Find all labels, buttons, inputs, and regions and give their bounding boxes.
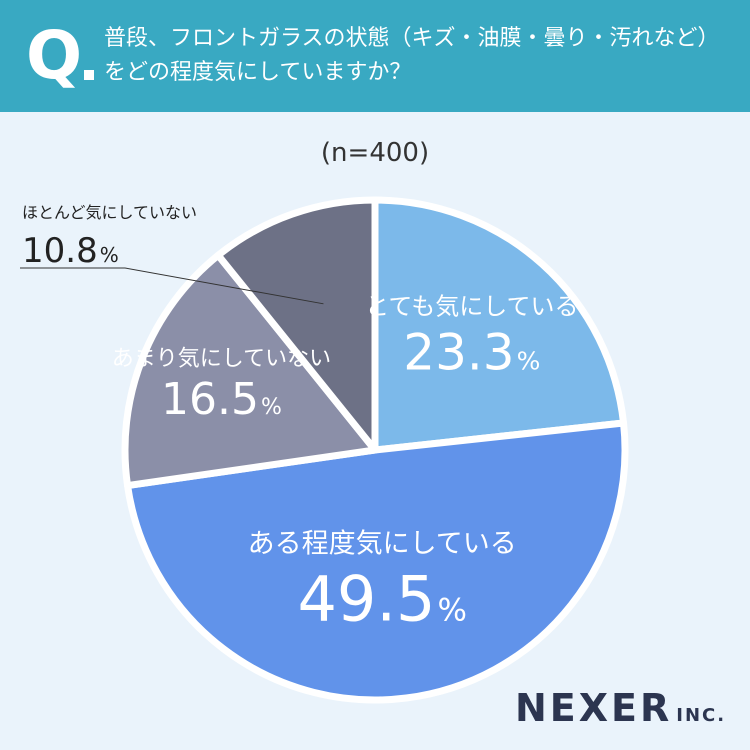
slice-label-3: あまり気にしていない [112,346,331,371]
slice-value-1: 23.3% [403,324,540,382]
pie-slice-2 [124,419,629,704]
slice-label-1: とても気にしている [365,293,578,321]
slice-label-2: ある程度気にしている [248,528,517,559]
pie-slice-3 [121,251,379,490]
q-mark: Q [26,17,83,94]
question-line-1: 普段、フロントガラスの状態（キズ・油膜・曇り・汚れなど） [104,26,720,51]
callout-leader-line [20,267,324,305]
question-line-2: をどの程度気にしていますか？ [104,60,412,85]
slice-value-2: 49.5% [297,563,467,636]
pie-slice-4 [214,196,379,454]
question-text: 普段、フロントガラスの状態（キズ・油膜・曇り・汚れなど） をどの程度気にしていま… [104,22,734,90]
q-dot-icon [84,70,94,80]
slice-value-4: 10.8% [22,231,119,271]
nexer-logo: NEXER INC. [515,686,726,730]
slice-value-3: 16.5% [161,374,282,425]
pie-slice-1 [371,196,628,454]
logo-main-text: NEXER [515,686,673,730]
logo-sub-text: INC. [676,705,727,726]
slice-label-4: ほとんど気にしていない [22,203,197,222]
question-header: Q 普段、フロントガラスの状態（キズ・油膜・曇り・汚れなど） をどの程度気にして… [0,0,750,112]
sample-size-label: (n=400) [320,138,430,168]
